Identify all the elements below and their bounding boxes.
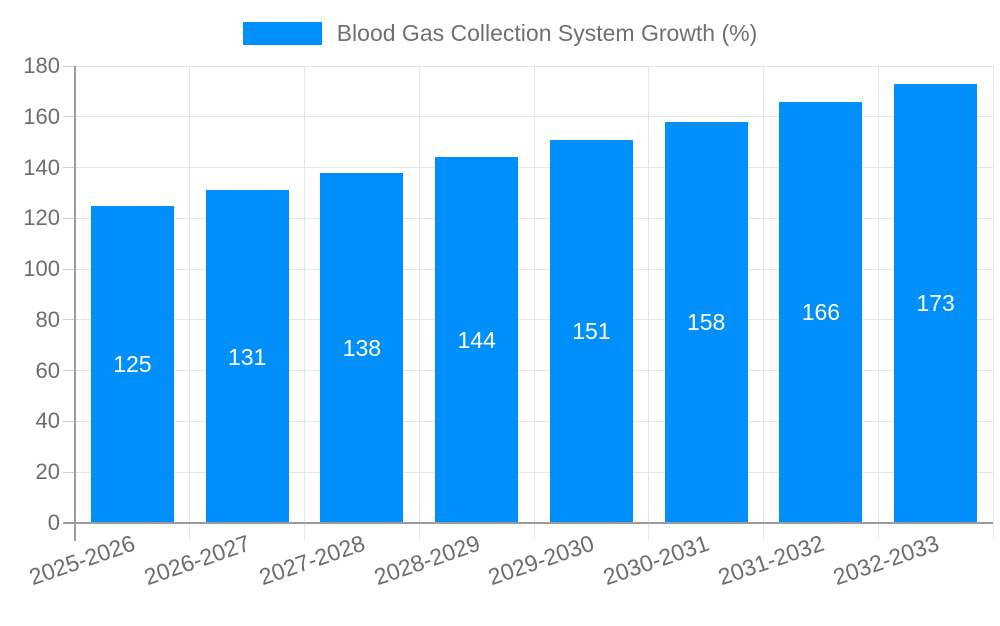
x-gridline xyxy=(763,66,764,540)
bar[interactable] xyxy=(435,157,519,523)
bar[interactable] xyxy=(205,190,289,523)
y-tick-mark xyxy=(63,471,75,473)
y-tick-label: 100 xyxy=(23,256,60,282)
x-gridline xyxy=(648,66,650,540)
y-tick-mark xyxy=(63,370,75,372)
y-tick-label: 160 xyxy=(23,103,60,129)
x-gridline xyxy=(533,66,535,540)
y-tick-label: 140 xyxy=(23,154,60,180)
y-axis-line xyxy=(74,66,76,541)
bar-value-label: 144 xyxy=(457,327,496,354)
y-tick-mark xyxy=(63,167,75,169)
bar-value-label: 166 xyxy=(801,299,841,326)
y-tick-mark xyxy=(63,319,75,321)
x-gridline xyxy=(304,66,305,540)
x-gridline xyxy=(189,66,191,540)
y-tick-label: 60 xyxy=(35,357,60,383)
x-axis-line xyxy=(63,522,993,524)
y-tick-label: 0 xyxy=(47,510,60,535)
legend-label: Blood Gas Collection System Growth (%) xyxy=(336,20,758,46)
bar[interactable] xyxy=(779,101,863,523)
y-tick-mark xyxy=(63,268,75,270)
y-tick-mark xyxy=(63,217,75,219)
y-tick-mark xyxy=(63,116,75,118)
x-gridline xyxy=(877,66,879,540)
bar-value-label: 151 xyxy=(572,318,611,345)
bar-value-label: 173 xyxy=(916,290,955,317)
bar[interactable] xyxy=(549,139,633,523)
legend-item[interactable]: Blood Gas Collection System Growth (%) xyxy=(0,20,1000,47)
bar-value-label: 158 xyxy=(686,309,726,336)
bar[interactable] xyxy=(664,121,748,523)
y-tick-label: 20 xyxy=(35,459,60,485)
y-tick-label: 80 xyxy=(35,306,60,332)
plot-area: 0 20 40 60 80 100 120 140 160 180 125 131 138 144 151 1… xyxy=(23,53,994,590)
bar[interactable] xyxy=(894,83,978,523)
bar[interactable] xyxy=(90,205,174,523)
y-tick-mark xyxy=(63,65,75,67)
x-gridline xyxy=(418,66,420,540)
x-gridline xyxy=(992,66,994,540)
bar-value-label: 125 xyxy=(113,351,152,378)
y-tick-label: 120 xyxy=(23,205,60,231)
bar-value-label: 138 xyxy=(342,334,382,361)
bar-chart: Blood Gas Collection System Growth (%) 0… xyxy=(0,20,1000,590)
y-tick-label: 40 xyxy=(35,408,60,434)
legend-swatch xyxy=(242,22,322,45)
bar[interactable] xyxy=(320,172,404,523)
y-tick-mark xyxy=(63,420,75,422)
bar-value-label: 131 xyxy=(227,343,267,370)
y-tick-label: 180 xyxy=(23,53,60,78)
